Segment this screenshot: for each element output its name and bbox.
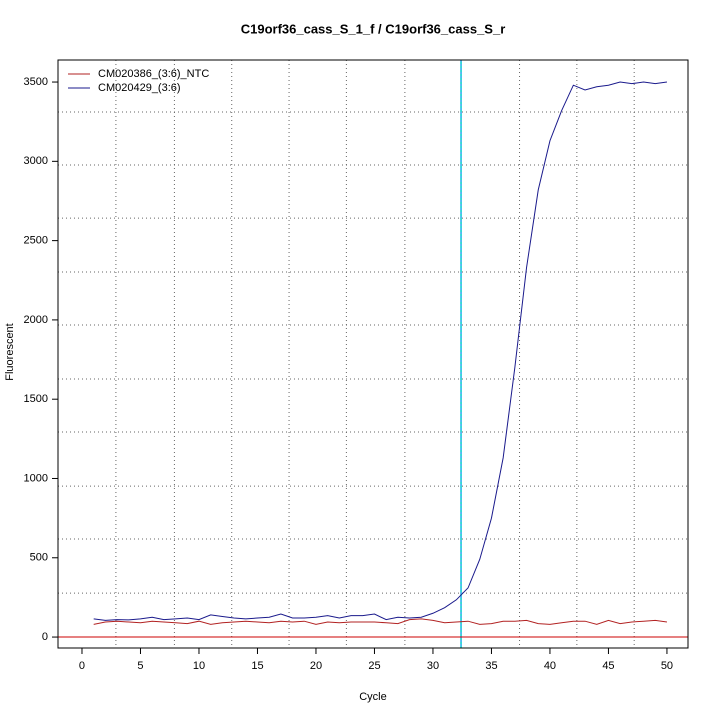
x-tick-label: 5 — [137, 660, 143, 672]
chart-title: C19orf36_cass_S_1_f / C19orf36_cass_S_r — [241, 21, 506, 36]
y-tick-label: 2000 — [24, 314, 48, 326]
x-tick-label: 35 — [485, 660, 497, 672]
x-tick-label: 40 — [544, 660, 556, 672]
y-tick-label: 1500 — [24, 393, 48, 405]
y-tick-label: 3500 — [24, 76, 48, 88]
y-axis-label: Fluorescent — [4, 323, 16, 380]
x-tick-label: 25 — [368, 660, 380, 672]
y-tick-label: 2500 — [24, 235, 48, 247]
x-tick-label: 10 — [193, 660, 205, 672]
plot-frame — [57, 59, 689, 649]
legend-label: CM020429_(3:6) — [98, 82, 181, 94]
y-tick-label: 0 — [42, 631, 48, 643]
line-series — [93, 618, 668, 625]
x-tick-label: 50 — [661, 660, 673, 672]
x-tick-label: 30 — [427, 660, 439, 672]
x-tick-label: 15 — [251, 660, 263, 672]
x-tick-label: 45 — [602, 660, 614, 672]
y-tick-label: 1000 — [24, 472, 48, 484]
x-axis-label: Cycle — [359, 691, 387, 703]
y-tick-label: 3000 — [24, 155, 48, 167]
x-tick-label: 20 — [310, 660, 322, 672]
y-tick-label: 500 — [30, 552, 48, 564]
x-tick-label: 0 — [79, 660, 85, 672]
line-series — [93, 81, 668, 621]
legend-label: CM020386_(3:6)_NTC — [98, 68, 209, 80]
